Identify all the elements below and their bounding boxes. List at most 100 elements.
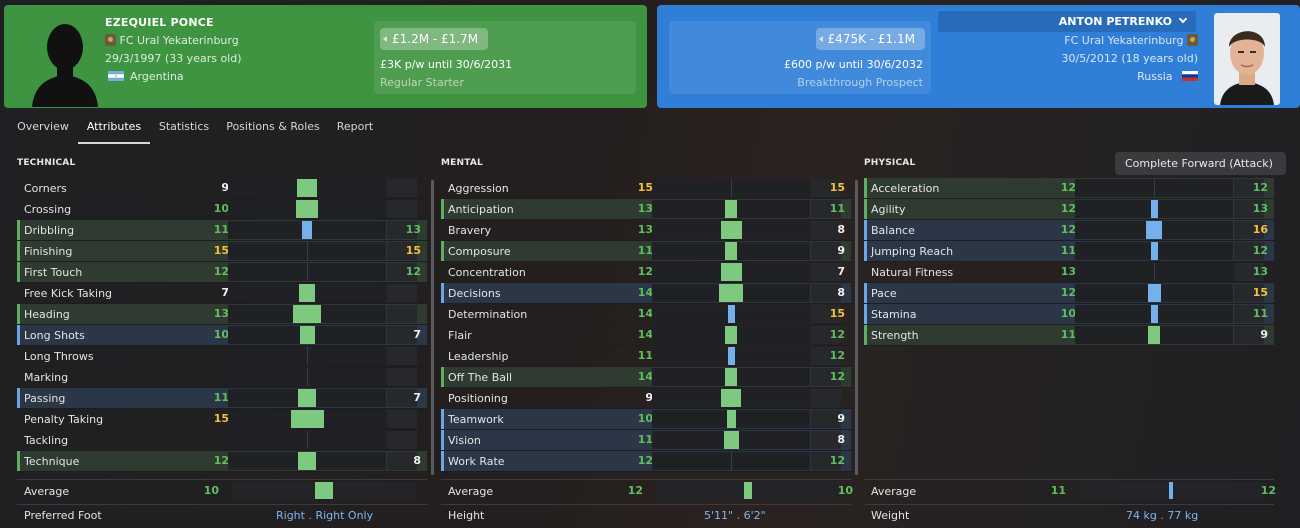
tab-positions-roles[interactable]: Positions & Roles <box>226 120 320 133</box>
attribute-row-corners[interactable]: Corners 9 <box>17 178 427 199</box>
attribute-row-balance[interactable]: Balance 12 16 <box>864 220 1274 241</box>
weight-row: Weight 74 kg . 77 kg <box>864 504 1274 526</box>
left-value-pill[interactable]: £1.2M - £1.7M <box>380 28 489 50</box>
attribute-row-first-touch[interactable]: First Touch 12 12 <box>17 262 427 283</box>
right-attribute-value: 15 <box>829 181 845 194</box>
left-player-name[interactable]: EZEQUIEL PONCE <box>105 16 214 29</box>
left-foot-value: Right <box>276 509 305 522</box>
tab-report[interactable]: Report <box>336 120 374 133</box>
attribute-row-concentration[interactable]: Concentration 12 7 <box>441 262 851 283</box>
attribute-row-work-rate[interactable]: Work Rate 12 12 <box>441 451 851 472</box>
left-attribute-value: 12 <box>213 265 229 278</box>
right-squad-status: Breakthrough Prospect <box>797 76 923 89</box>
highlight-marker <box>864 178 867 198</box>
attribute-row-passing[interactable]: Passing 11 7 <box>17 388 427 409</box>
right-value-cell <box>811 389 841 407</box>
average-bar <box>744 482 752 499</box>
left-attribute-value: 14 <box>637 307 653 320</box>
attribute-label: Natural Fitness <box>871 266 954 279</box>
attribute-row-heading[interactable]: Heading 13 <box>17 304 427 325</box>
tab-attributes[interactable]: Attributes <box>78 118 150 144</box>
attribute-row-strength[interactable]: Strength 11 9 <box>864 325 1274 346</box>
left-attribute-value: 11 <box>637 433 653 446</box>
role-dropdown[interactable]: Complete Forward (Attack) <box>1115 152 1286 190</box>
right-attribute-value: 12 <box>829 370 845 383</box>
left-wage: £3K p/w until 30/6/2031 <box>380 58 513 71</box>
tab-overview[interactable]: Overview <box>17 120 69 133</box>
right-value-cell <box>1234 179 1264 197</box>
tab-statistics[interactable]: Statistics <box>158 120 210 133</box>
comparison-bar-track <box>228 284 386 302</box>
attribute-row-off-the-ball[interactable]: Off The Ball 14 12 <box>441 367 851 388</box>
attribute-row-tackling[interactable]: Tackling <box>17 430 427 451</box>
attribute-row-long-throws[interactable]: Long Throws <box>17 346 427 367</box>
comparison-bar <box>721 389 741 407</box>
average-label: Average <box>871 485 917 498</box>
attribute-label: Heading <box>24 308 70 321</box>
attribute-row-determination[interactable]: Determination 14 15 <box>441 304 851 325</box>
attribute-row-jumping-reach[interactable]: Jumping Reach 11 12 <box>864 241 1274 262</box>
mental-attributes: Aggression 15 15 Anticipation 13 11 Bravery 13 8… <box>441 178 851 472</box>
left-attribute-value: 11 <box>1060 328 1076 341</box>
comparison-bar <box>727 347 735 365</box>
russia-flag-icon <box>1182 71 1198 81</box>
attribute-row-decisions[interactable]: Decisions 14 8 <box>441 283 851 304</box>
right-average-value: 12 <box>1260 484 1276 497</box>
attribute-row-penalty-taking[interactable]: Penalty Taking 15 <box>17 409 427 430</box>
right-value-cell <box>1234 284 1264 302</box>
attribute-row-aggression[interactable]: Aggression 15 15 <box>441 178 851 199</box>
left-attribute-value: 10 <box>637 412 653 425</box>
mental-scrollbar[interactable] <box>855 180 858 475</box>
weight-values: 74 kg . 77 kg <box>1126 509 1199 522</box>
attribute-row-finishing[interactable]: Finishing 15 15 <box>17 241 427 262</box>
attribute-label: Positioning <box>448 392 508 405</box>
left-average-value: 12 <box>627 484 643 497</box>
right-player-name: ANTON PETRENKO <box>1058 15 1172 28</box>
technical-scrollbar[interactable] <box>431 180 434 475</box>
right-value-cell <box>387 305 417 323</box>
comparison-bar-track <box>652 305 810 323</box>
attribute-row-stamina[interactable]: Stamina 10 11 <box>864 304 1274 325</box>
attribute-row-vision[interactable]: Vision 11 8 <box>441 430 851 451</box>
comparison-bar <box>299 284 315 302</box>
right-player-club[interactable]: FC Ural Yekaterinburg <box>1064 34 1198 47</box>
right-player-name-wrap: ANTON PETRENKO <box>1058 14 1188 28</box>
attribute-row-pace[interactable]: Pace 12 15 <box>864 283 1274 304</box>
right-attribute-value: 12 <box>405 265 421 278</box>
attribute-row-dribbling[interactable]: Dribbling 11 13 <box>17 220 427 241</box>
attribute-row-composure[interactable]: Composure 11 9 <box>441 241 851 262</box>
attribute-row-anticipation[interactable]: Anticipation 13 11 <box>441 199 851 220</box>
attribute-label: Dribbling <box>24 224 75 237</box>
attribute-row-natural-fitness[interactable]: Natural Fitness 13 13 <box>864 262 1274 283</box>
attribute-row-leadership[interactable]: Leadership 11 12 <box>441 346 851 367</box>
attribute-label: Decisions <box>448 287 501 300</box>
attribute-row-crossing[interactable]: Crossing 10 <box>17 199 427 220</box>
attribute-row-positioning[interactable]: Positioning 9 <box>441 388 851 409</box>
comparison-bar-track <box>652 389 810 407</box>
attribute-row-long-shots[interactable]: Long Shots 10 7 <box>17 325 427 346</box>
attribute-label: Vision <box>448 434 481 447</box>
comparison-bar-track <box>228 410 386 428</box>
attribute-row-teamwork[interactable]: Teamwork 10 9 <box>441 409 851 430</box>
attribute-label: Marking <box>24 371 69 384</box>
left-attribute-value: 11 <box>213 223 229 236</box>
attribute-row-marking[interactable]: Marking <box>17 367 427 388</box>
left-player-club[interactable]: FC Ural Yekaterinburg <box>105 34 239 47</box>
comparison-bar <box>1150 200 1158 218</box>
attribute-row-free-kick-taking[interactable]: Free Kick Taking 7 <box>17 283 427 304</box>
right-attribute-value: 13 <box>405 223 421 236</box>
bar-center-line <box>731 179 732 197</box>
right-value-cell <box>1234 242 1264 260</box>
left-attribute-value: 12 <box>637 265 653 278</box>
left-attribute-value: 11 <box>213 391 229 404</box>
attribute-label: Tackling <box>24 434 69 447</box>
attribute-row-technique[interactable]: Technique 12 8 <box>17 451 427 472</box>
attribute-row-bravery[interactable]: Bravery 13 8 <box>441 220 851 241</box>
right-value-cell <box>811 221 841 239</box>
left-attribute-value: 15 <box>213 244 229 257</box>
right-player-selector[interactable]: ANTON PETRENKO <box>938 11 1196 32</box>
right-value-pill[interactable]: £475K - £1.1M <box>815 28 925 50</box>
attribute-row-acceleration[interactable]: Acceleration 12 12 <box>864 178 1274 199</box>
attribute-row-agility[interactable]: Agility 12 13 <box>864 199 1274 220</box>
attribute-row-flair[interactable]: Flair 14 12 <box>441 325 851 346</box>
